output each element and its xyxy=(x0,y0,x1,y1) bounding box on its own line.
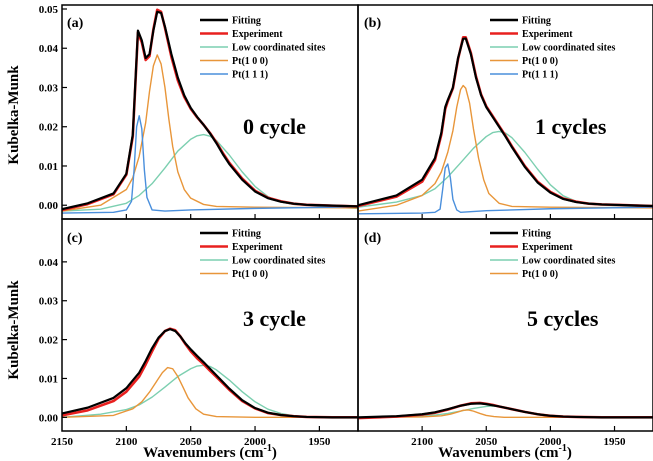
legend-entry: Fitting xyxy=(232,16,261,27)
panel-label: (d) xyxy=(364,231,381,246)
panel-d: 2100 2050 2000 1950 (d) 5 cycles Fitting Experi… xyxy=(357,218,653,448)
panel-b: (b) 1 cycles Fitting Experiment Low coordina… xyxy=(357,4,653,220)
panel-frame xyxy=(357,4,653,220)
series-low-coordinated-sites-line xyxy=(62,364,358,419)
y-tick-label: 0.01 xyxy=(39,161,58,173)
legend-entry: Low coordinated sites xyxy=(522,256,615,267)
cycle-annotation: 5 cycles xyxy=(527,306,599,331)
legend: Fitting Experiment Low coordinated sites Pt… xyxy=(200,16,325,81)
x-axis-label-right-main: Wavenumbers (cm xyxy=(438,445,559,461)
legend-entry: Low coordinated sites xyxy=(232,256,325,267)
series-pt-1-0-0-line xyxy=(358,84,653,212)
series-low-coordinated-sites-line xyxy=(358,130,653,208)
x-axis-label-left-end: ) xyxy=(272,445,277,461)
x-tick-label: 2050 xyxy=(180,436,203,448)
y-tick-label: 0.03 xyxy=(39,296,59,308)
x-tick-label: 2100 xyxy=(411,436,434,448)
y-tick-label: 0.02 xyxy=(39,122,59,134)
series-fitting-line xyxy=(62,328,358,419)
x-tick-label: 2100 xyxy=(115,436,138,448)
y-tick-label: 0.05 xyxy=(39,4,59,16)
x-axis-label-right: Wavenumbers (cm-1) xyxy=(438,443,572,461)
x-tick-label: 1950 xyxy=(604,436,627,448)
series-pt-1-1-1-line xyxy=(358,163,653,215)
panel-frame xyxy=(61,218,359,432)
panel-label: (a) xyxy=(67,16,84,31)
x-axis-label-right-sup: -1 xyxy=(559,443,567,454)
y-axis-label-bottom: Kubelka-Munk xyxy=(6,280,22,380)
x-tick-label: 2050 xyxy=(475,436,498,448)
legend-entry: Pt(1 0 0) xyxy=(232,56,268,67)
legend: Fitting Experiment Low coordinated sites Pt… xyxy=(490,229,615,280)
cycle-annotation: 3 cycle xyxy=(243,306,306,331)
series-fitting-line xyxy=(62,10,358,211)
legend: Fitting Experiment Low coordinated sites Pt… xyxy=(200,229,325,280)
legend-entry: Pt(1 0 0) xyxy=(232,269,268,280)
series-experiment-line xyxy=(358,35,653,208)
y-tick-label: 0.03 xyxy=(39,82,59,94)
series-fitting-line xyxy=(358,37,653,208)
panel-label: (c) xyxy=(67,231,83,246)
x-tick-label: 2000 xyxy=(244,436,267,448)
legend-entry: Experiment xyxy=(522,29,573,40)
y-tick-label: 0.00 xyxy=(39,412,59,424)
y-tick-label: 0.00 xyxy=(39,200,59,212)
x-tick-label: 1950 xyxy=(308,436,331,448)
legend-entry: Experiment xyxy=(522,242,573,253)
series-experiment-line xyxy=(62,327,358,419)
legend-entry: Low coordinated sites xyxy=(522,43,615,54)
legend-entry: Experiment xyxy=(232,29,283,40)
panel-frame xyxy=(357,218,653,432)
legend: Fitting Experiment Low coordinated sites Pt… xyxy=(490,16,615,81)
series-pt-1-1-1-line xyxy=(62,115,358,214)
legend-entry: Experiment xyxy=(232,242,283,253)
panel-a: 0.00 0.01 0.02 0.03 0.04 0.05 (a) 0 cycle Fittin… xyxy=(39,4,359,220)
legend-entry: Fitting xyxy=(522,16,551,27)
legend-entry: Fitting xyxy=(232,229,261,240)
series-experiment-line xyxy=(62,8,358,212)
series-fitting-line xyxy=(358,402,653,419)
legend-entry: Pt(1 0 0) xyxy=(522,56,558,67)
x-tick-label: 2000 xyxy=(539,436,562,448)
cycle-annotation: 0 cycle xyxy=(243,114,306,139)
x-axis-label-left-main: Wavenumbers (cm xyxy=(143,445,264,461)
panel-c: 0.00 0.01 0.02 0.03 0.04 2150 2100 2050 2000 1950… xyxy=(39,218,359,448)
panel-label: (b) xyxy=(364,16,381,31)
legend-entry: Low coordinated sites xyxy=(232,43,325,54)
x-tick-label: 2150 xyxy=(51,436,74,448)
legend-entry: Pt(1 0 0) xyxy=(522,269,558,280)
x-axis-label-right-end: ) xyxy=(567,445,572,461)
x-axis-label-left-sup: -1 xyxy=(264,443,272,454)
cycle-annotation: 1 cycles xyxy=(535,114,607,139)
y-axis-label-top: Kubelka-Munk xyxy=(6,65,22,165)
y-tick-label: 0.02 xyxy=(39,335,59,347)
panel-frame xyxy=(61,4,359,220)
series-pt-1-0-0-line xyxy=(62,366,358,419)
series-pt-1-0-0-line xyxy=(358,409,653,419)
series-low-coordinated-sites-line xyxy=(62,133,358,212)
legend-entry: Pt(1 1 1) xyxy=(232,70,268,81)
y-tick-label: 0.04 xyxy=(39,43,59,55)
y-tick-label: 0.01 xyxy=(39,373,58,385)
x-axis-label-left: Wavenumbers (cm-1) xyxy=(143,443,277,461)
legend-entry: Pt(1 1 1) xyxy=(522,70,558,81)
legend-entry: Fitting xyxy=(522,229,551,240)
y-tick-label: 0.04 xyxy=(39,257,59,269)
